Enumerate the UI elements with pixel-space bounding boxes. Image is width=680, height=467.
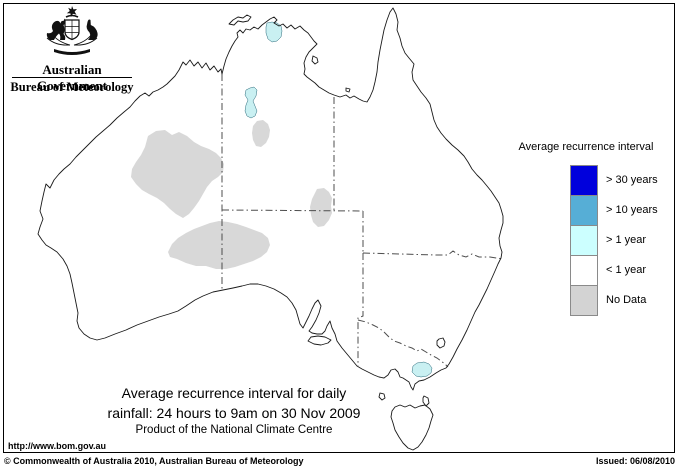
coat-of-arms-icon [46, 6, 98, 55]
legend-label-gt30yr: > 30 years [606, 174, 658, 186]
border-26s [221, 209, 364, 212]
no-data-patch-nt-sa-border [310, 188, 332, 227]
king-island [378, 392, 386, 401]
gt1year-patch-victoria [411, 361, 433, 378]
caption-line-1: Average recurrence interval for daily [121, 385, 347, 401]
mornington-island [345, 87, 351, 93]
legend-swatch-nodata [570, 285, 598, 316]
gt1year-patch-central-nt [244, 86, 258, 119]
kangaroo-icon [46, 18, 66, 40]
crest-scroll [54, 49, 90, 55]
commonwealth-star-icon [66, 6, 77, 17]
bom-url: http://www.bom.gov.au [8, 441, 106, 451]
coastlines [37, 7, 504, 451]
wattle-spray-right [73, 33, 98, 46]
no-data-patch-wa-north [131, 130, 224, 218]
australian-government-label: Australian Government [36, 62, 108, 93]
legend-swatch-gt10yr [570, 195, 598, 226]
flinders-island [422, 395, 430, 407]
crest-shield-quarters [65, 20, 79, 39]
branding-divider [12, 77, 132, 78]
legend-title: Average recurrence interval [518, 141, 654, 153]
no-data-patch-tanami [252, 120, 270, 147]
caption-line-2: rainfall: 24 hours to 9am on 30 Nov 2009 [107, 405, 361, 421]
caption-line-3: Product of the National Climate Centre [135, 424, 333, 436]
border-qld-nsw [362, 250, 504, 260]
crest-wreath [65, 14, 79, 18]
legend-label-nodata: No Data [606, 294, 647, 306]
legend-label-gt1yr: > 1 year [606, 234, 647, 246]
wattle-spray-left [46, 33, 71, 46]
legend-label-gt10yr: > 10 years [606, 204, 658, 216]
australia-coastline [37, 7, 504, 391]
border-sa-nsw-vic [357, 253, 364, 366]
map-caption: Average recurrence interval for daily ra… [63, 385, 405, 436]
gt1year-patch-top-end [265, 21, 283, 43]
kangaroo-island [307, 335, 332, 346]
tasmania-coastline [390, 404, 434, 451]
legend-swatch-gt30yr [570, 165, 598, 196]
border-nsw-vic-murray [357, 319, 449, 368]
bureau-of-meteorology-label: Bureau of Meteorology [10, 80, 134, 94]
act-border [436, 337, 446, 349]
legend-swatch-gt1yr [570, 225, 598, 256]
groote-eylandt-island [311, 55, 319, 65]
emu-icon [86, 19, 98, 40]
copyright-notice: © Commonwealth of Australia 2010, Austra… [4, 456, 304, 466]
legend-swatch-lt1yr [570, 255, 598, 286]
issued-date: Issued: 06/08/2010 [595, 456, 675, 466]
legend-label-lt1yr: < 1 year [606, 264, 647, 276]
state-borders [221, 74, 504, 368]
no-data-patch-wa-south [168, 221, 270, 269]
melville-island [228, 14, 252, 26]
